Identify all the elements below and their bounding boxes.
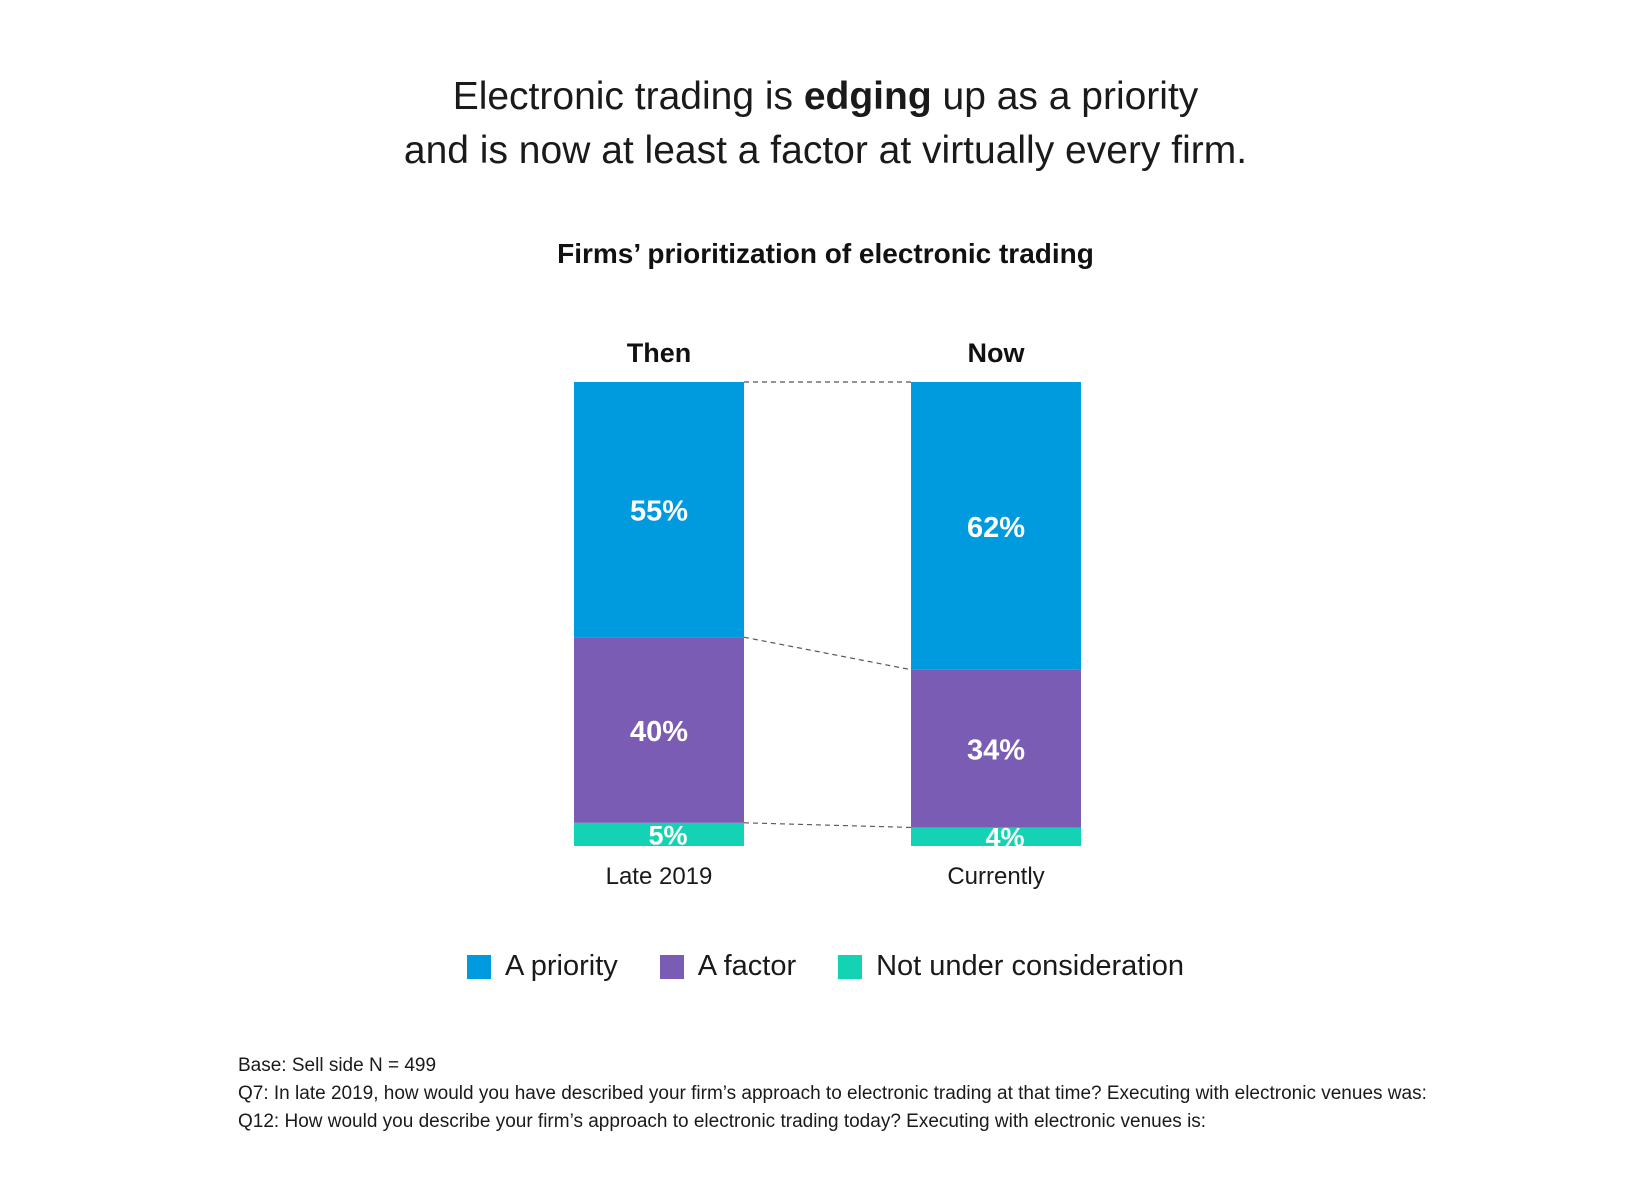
bar-segment-a-factor-0 [574, 637, 744, 823]
bar-segment-a-factor-1 [911, 669, 1081, 828]
legend-label: A factor [697, 950, 797, 982]
data-label-not-under-consideration-1: 4% [985, 823, 1024, 853]
headline-text-post: up as a priority [931, 75, 1199, 118]
headline-line-2: and is now at least a factor at virtuall… [403, 129, 1248, 172]
legend-item-a-priority: A priority [466, 950, 618, 983]
note-q7: Q7: In late 2019, how would you have des… [238, 1083, 1427, 1104]
legend-label: Not under consideration [876, 950, 1185, 982]
note-q12: Q12: How would you describe your firm’s … [238, 1111, 1207, 1132]
legend-swatch [466, 954, 491, 979]
connector-line-1 [743, 822, 912, 829]
data-label-a-factor-0: 40% [630, 716, 688, 748]
bar-segment-not-under-consideration-1 [911, 827, 1081, 846]
headline-line-1: Electronic trading is edging up as a pri… [0, 70, 1651, 124]
legend-label: A priority [504, 950, 618, 982]
note-base: Base: Sell side N = 499 [238, 1055, 437, 1076]
legend-item-not-under-consideration: Not under consideration [838, 950, 1184, 983]
legend-swatch [838, 954, 863, 979]
headline-text-pre: Electronic trading is [452, 75, 804, 118]
bar-segment-a-priority-1 [911, 382, 1081, 670]
category-label-1: Currently [947, 863, 1044, 890]
legend: A priority A factor Not under consideratio… [0, 950, 1651, 983]
data-label-not-under-consideration-0: 5% [648, 820, 687, 850]
connector-line-2 [743, 636, 912, 671]
data-label-a-factor-1: 34% [967, 735, 1025, 767]
legend-item-a-factor: A factor [659, 950, 797, 983]
headline-text-bold: edging [803, 75, 932, 118]
legend-swatch [659, 954, 684, 979]
bar-segment-not-under-consideration-0 [574, 822, 744, 846]
footnotes: Base: Sell side N = 499 Q7: In late 2019… [238, 1052, 1618, 1136]
bar-segment-a-priority-0 [574, 382, 744, 638]
headline: Electronic trading is edging up as a pri… [0, 70, 1651, 178]
group-label-0: Then [627, 338, 692, 368]
chart-title: Firms’ prioritization of electronic trad… [557, 238, 1094, 269]
data-label-a-priority-1: 62% [967, 512, 1025, 544]
group-label-1: Now [968, 338, 1026, 368]
category-label-0: Late 2019 [606, 863, 713, 890]
data-label-a-priority-0: 55% [630, 496, 688, 528]
